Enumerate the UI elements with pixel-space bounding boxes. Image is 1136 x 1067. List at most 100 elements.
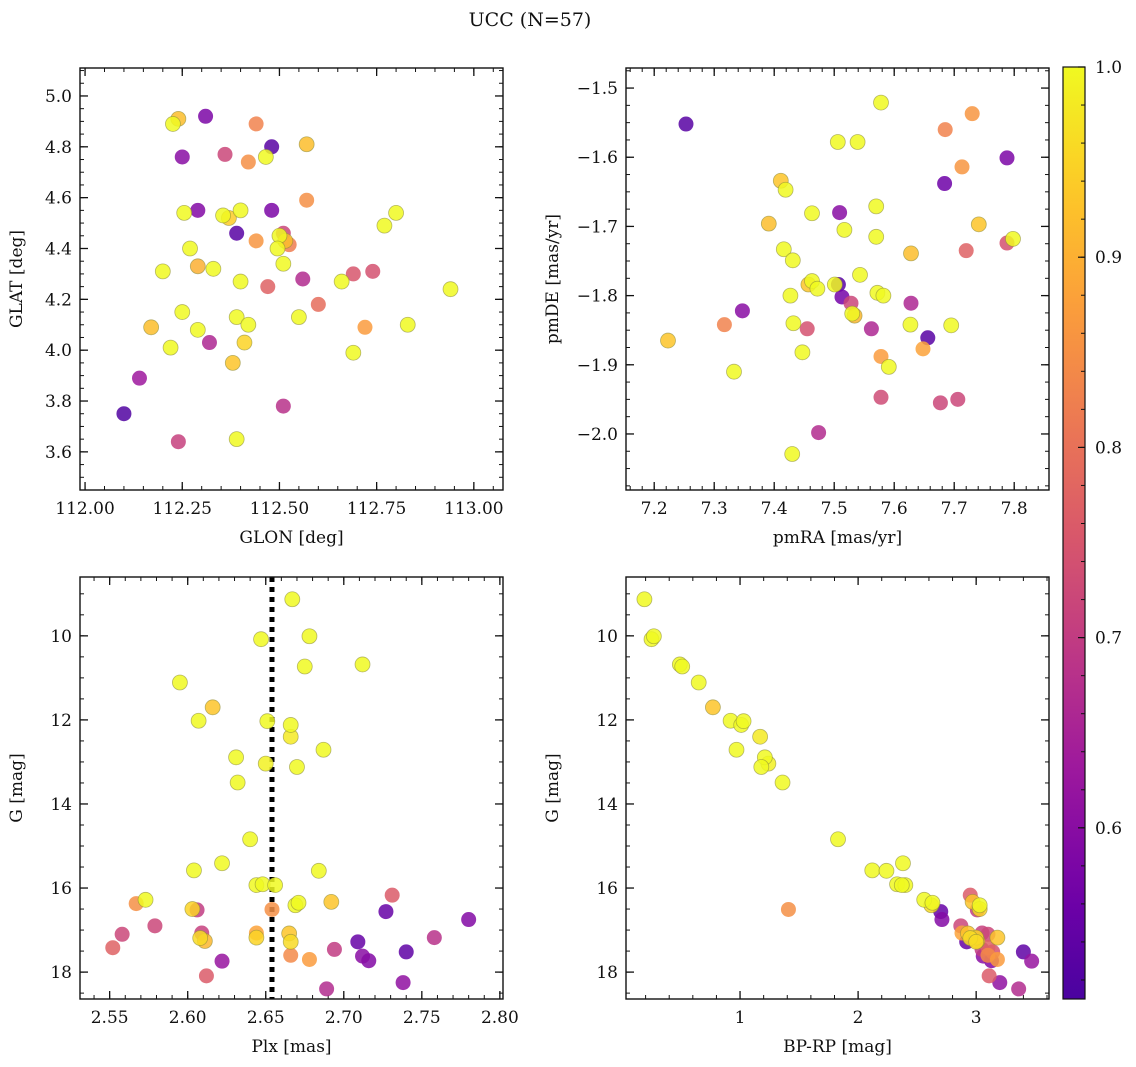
scatter-point bbox=[264, 901, 280, 917]
scatter-point bbox=[864, 862, 881, 879]
scatter-point bbox=[442, 281, 459, 298]
x-axis-label: Plx [mas] bbox=[251, 1037, 331, 1057]
y-tick-label: 10 bbox=[596, 627, 618, 647]
y-tick-label: −1.7 bbox=[577, 217, 618, 237]
y-tick-label: 3.8 bbox=[45, 392, 72, 412]
scatter-point bbox=[282, 717, 299, 733]
scatter-point bbox=[636, 591, 653, 608]
scatter-point bbox=[999, 150, 1015, 166]
y-tick-label: 4.0 bbox=[45, 341, 72, 361]
scatter-point bbox=[242, 831, 259, 848]
x-tick-label: 7.5 bbox=[821, 499, 848, 519]
x-tick-label: 112.50 bbox=[250, 499, 309, 519]
scatter-point bbox=[784, 446, 801, 462]
axes-frame bbox=[625, 67, 1050, 491]
scatter-point bbox=[937, 176, 953, 192]
scatter-point bbox=[357, 319, 373, 335]
y-tick-label: 16 bbox=[50, 879, 72, 899]
x-tick-label: 2.60 bbox=[169, 1008, 207, 1028]
scatter-point bbox=[726, 363, 742, 380]
x-axis-label: pmRA [mas/yr] bbox=[773, 528, 902, 548]
panel-glon-glat: 112.00 112.25 112.50 112.75 113.00 3.6 3.8 4.0 4… bbox=[7, 67, 504, 548]
scatter-point bbox=[259, 713, 276, 730]
scatter-point bbox=[868, 198, 885, 215]
scatter-point bbox=[345, 344, 362, 361]
scatter-point bbox=[267, 877, 284, 893]
scatter-point bbox=[264, 202, 280, 218]
y-tick-label: 4.4 bbox=[45, 239, 72, 259]
scatter-point bbox=[954, 159, 970, 175]
scatter-point bbox=[299, 192, 315, 208]
scatter-point bbox=[753, 759, 770, 775]
scatter-point bbox=[301, 951, 317, 967]
scatter-point bbox=[836, 221, 853, 238]
scatter-point bbox=[893, 877, 910, 893]
scatter-point bbox=[217, 146, 233, 162]
y-tick-label: 12 bbox=[596, 711, 618, 731]
axes-frame bbox=[625, 576, 1050, 1000]
scatter-point bbox=[734, 303, 750, 319]
scatter-point bbox=[461, 912, 477, 928]
scatter-point bbox=[162, 339, 179, 356]
scatter-point bbox=[678, 116, 694, 132]
scatter-point bbox=[232, 202, 249, 219]
scatter-point bbox=[775, 241, 792, 258]
y-tick-label: 14 bbox=[596, 795, 618, 815]
scatter-point bbox=[903, 295, 919, 311]
scatter-point bbox=[932, 395, 948, 411]
scatter-point bbox=[829, 134, 846, 150]
colorbar: 0.6 0.7 0.8 0.9 1.0 bbox=[1062, 58, 1122, 1000]
scatter-point bbox=[849, 134, 866, 150]
y-tick-label: 14 bbox=[50, 795, 72, 815]
scatter-point bbox=[174, 149, 190, 165]
scatter-point bbox=[248, 116, 264, 132]
scatter-points bbox=[660, 94, 1021, 462]
scatter-point bbox=[165, 116, 181, 132]
scatter-point bbox=[981, 968, 997, 984]
scatter-point bbox=[275, 255, 292, 272]
scatter-point bbox=[716, 317, 732, 333]
y-tick-label: 10 bbox=[50, 627, 72, 647]
x-tick-label: 2.65 bbox=[247, 1008, 285, 1028]
scatter-point bbox=[248, 233, 264, 249]
x-tick-label: 2.80 bbox=[481, 1008, 519, 1028]
x-tick-label: 7.2 bbox=[641, 499, 668, 519]
y-tick-label: 12 bbox=[50, 711, 72, 731]
scatter-point bbox=[426, 930, 442, 946]
scatter-point bbox=[752, 728, 769, 745]
scatter-point bbox=[214, 855, 230, 872]
scatter-point bbox=[198, 108, 214, 124]
scatter-point bbox=[289, 759, 305, 775]
scatter-point bbox=[1011, 981, 1027, 997]
scatter-point bbox=[345, 266, 361, 282]
scatter-point bbox=[728, 741, 745, 758]
x-axis-label: GLON [deg] bbox=[239, 528, 343, 548]
scatter-point bbox=[214, 953, 230, 969]
scatter-point bbox=[794, 344, 811, 361]
scatter-point bbox=[171, 674, 188, 691]
scatter-point bbox=[269, 240, 286, 257]
colorbar-tick-label: 0.9 bbox=[1095, 248, 1122, 268]
scatter-point bbox=[735, 713, 752, 730]
scatter-point bbox=[784, 252, 801, 269]
scatter-point bbox=[830, 831, 846, 848]
x-tick-label: 7.7 bbox=[941, 499, 968, 519]
scatter-point bbox=[826, 276, 843, 293]
scatter-point bbox=[915, 341, 931, 357]
scatter-point bbox=[275, 398, 291, 414]
scatter-points bbox=[636, 591, 1040, 997]
scatter-point bbox=[257, 755, 274, 772]
scatter-point bbox=[310, 296, 326, 312]
scatter-point bbox=[283, 947, 299, 963]
scatter-point bbox=[660, 332, 676, 349]
scatter-point bbox=[384, 887, 400, 903]
colorbar-tick-label: 0.6 bbox=[1095, 819, 1122, 839]
panel-pmra-pmde: 7.2 7.3 7.4 7.5 7.6 7.7 7.8 −2.0 −1.9 −1.8 −1.7 −1.… bbox=[543, 67, 1050, 548]
scatter-point bbox=[326, 941, 342, 957]
scatter-point bbox=[186, 862, 202, 879]
scatter-point bbox=[248, 929, 265, 946]
scatter-point bbox=[674, 658, 691, 675]
y-tick-label: −1.9 bbox=[577, 356, 618, 376]
x-tick-label: 112.25 bbox=[153, 499, 212, 519]
scatter-point bbox=[958, 243, 974, 259]
